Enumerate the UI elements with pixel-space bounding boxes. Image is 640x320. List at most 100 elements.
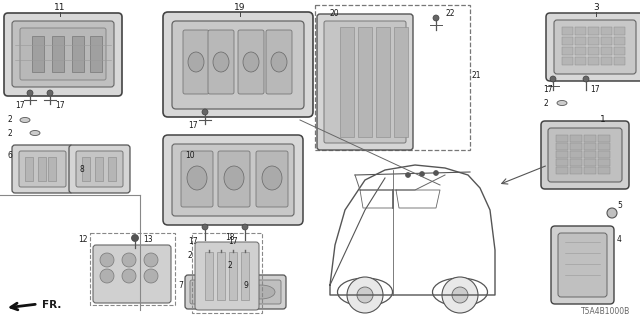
Text: 22: 22: [445, 9, 454, 18]
Circle shape: [100, 269, 114, 283]
FancyBboxPatch shape: [163, 12, 313, 117]
Bar: [601, 57, 612, 65]
Bar: [108, 157, 116, 181]
Bar: [229, 252, 237, 300]
Text: 19: 19: [234, 4, 246, 12]
Bar: [217, 252, 225, 300]
Bar: [394, 27, 408, 137]
Bar: [25, 157, 33, 181]
FancyBboxPatch shape: [235, 275, 286, 309]
Circle shape: [100, 253, 114, 267]
FancyBboxPatch shape: [183, 30, 209, 94]
FancyBboxPatch shape: [554, 20, 636, 74]
Bar: [575, 27, 586, 35]
Bar: [205, 252, 213, 300]
Circle shape: [406, 172, 410, 178]
Text: 21: 21: [472, 70, 481, 79]
Circle shape: [144, 269, 158, 283]
Bar: [570, 143, 582, 150]
Bar: [556, 151, 568, 158]
Bar: [82, 157, 90, 181]
Text: 20: 20: [330, 9, 340, 18]
Bar: [584, 143, 596, 150]
Circle shape: [357, 287, 373, 303]
Circle shape: [583, 76, 589, 82]
FancyBboxPatch shape: [181, 151, 213, 207]
Bar: [588, 47, 599, 55]
Bar: [32, 36, 44, 72]
Text: 17: 17: [590, 85, 600, 94]
Bar: [556, 143, 568, 150]
Ellipse shape: [30, 131, 40, 135]
Text: 11: 11: [54, 4, 66, 12]
Bar: [556, 135, 568, 142]
Text: 17: 17: [188, 237, 198, 246]
Bar: [584, 159, 596, 166]
FancyBboxPatch shape: [317, 14, 413, 150]
Text: 18: 18: [225, 233, 235, 242]
Text: 8: 8: [80, 165, 84, 174]
Circle shape: [122, 253, 136, 267]
Bar: [570, 135, 582, 142]
Bar: [601, 27, 612, 35]
Text: 10: 10: [185, 150, 195, 159]
FancyBboxPatch shape: [256, 151, 288, 207]
Ellipse shape: [20, 117, 30, 123]
Bar: [601, 37, 612, 45]
Bar: [562, 57, 573, 65]
FancyBboxPatch shape: [76, 151, 123, 187]
Circle shape: [202, 224, 208, 230]
Bar: [575, 57, 586, 65]
Circle shape: [131, 235, 138, 242]
Text: T5A4B1000B: T5A4B1000B: [580, 308, 630, 316]
Bar: [562, 27, 573, 35]
Text: 17: 17: [543, 85, 552, 94]
Ellipse shape: [196, 285, 224, 299]
FancyBboxPatch shape: [548, 128, 622, 182]
Bar: [588, 37, 599, 45]
Bar: [588, 57, 599, 65]
Bar: [614, 37, 625, 45]
FancyBboxPatch shape: [69, 145, 130, 193]
Text: 17: 17: [15, 101, 24, 110]
Ellipse shape: [187, 166, 207, 190]
FancyBboxPatch shape: [172, 21, 304, 109]
FancyBboxPatch shape: [4, 13, 122, 96]
Bar: [72, 36, 84, 72]
Ellipse shape: [262, 166, 282, 190]
Text: 6: 6: [8, 150, 13, 159]
FancyBboxPatch shape: [208, 30, 234, 94]
Ellipse shape: [203, 253, 213, 259]
Text: 17: 17: [188, 122, 198, 131]
FancyBboxPatch shape: [558, 233, 607, 297]
FancyBboxPatch shape: [541, 121, 629, 189]
Circle shape: [202, 109, 208, 115]
Circle shape: [607, 208, 617, 218]
Bar: [598, 159, 610, 166]
Bar: [584, 151, 596, 158]
Circle shape: [27, 90, 33, 96]
FancyBboxPatch shape: [190, 280, 231, 304]
Bar: [570, 151, 582, 158]
FancyBboxPatch shape: [324, 21, 406, 143]
Ellipse shape: [243, 52, 259, 72]
Text: 2: 2: [188, 252, 193, 260]
Text: 1: 1: [600, 116, 605, 124]
Bar: [562, 47, 573, 55]
Text: 12: 12: [79, 236, 88, 244]
Text: FR.: FR.: [42, 300, 61, 310]
Bar: [614, 27, 625, 35]
Circle shape: [419, 172, 424, 177]
Text: 2: 2: [228, 261, 233, 270]
Ellipse shape: [247, 285, 275, 299]
Bar: [192, 233, 262, 313]
Ellipse shape: [557, 100, 567, 106]
FancyBboxPatch shape: [93, 245, 171, 303]
Circle shape: [242, 224, 248, 230]
Text: 17: 17: [228, 237, 237, 246]
Bar: [570, 159, 582, 166]
FancyBboxPatch shape: [172, 144, 294, 216]
Text: 5: 5: [617, 201, 622, 210]
Bar: [90, 36, 102, 72]
Bar: [48, 157, 56, 181]
